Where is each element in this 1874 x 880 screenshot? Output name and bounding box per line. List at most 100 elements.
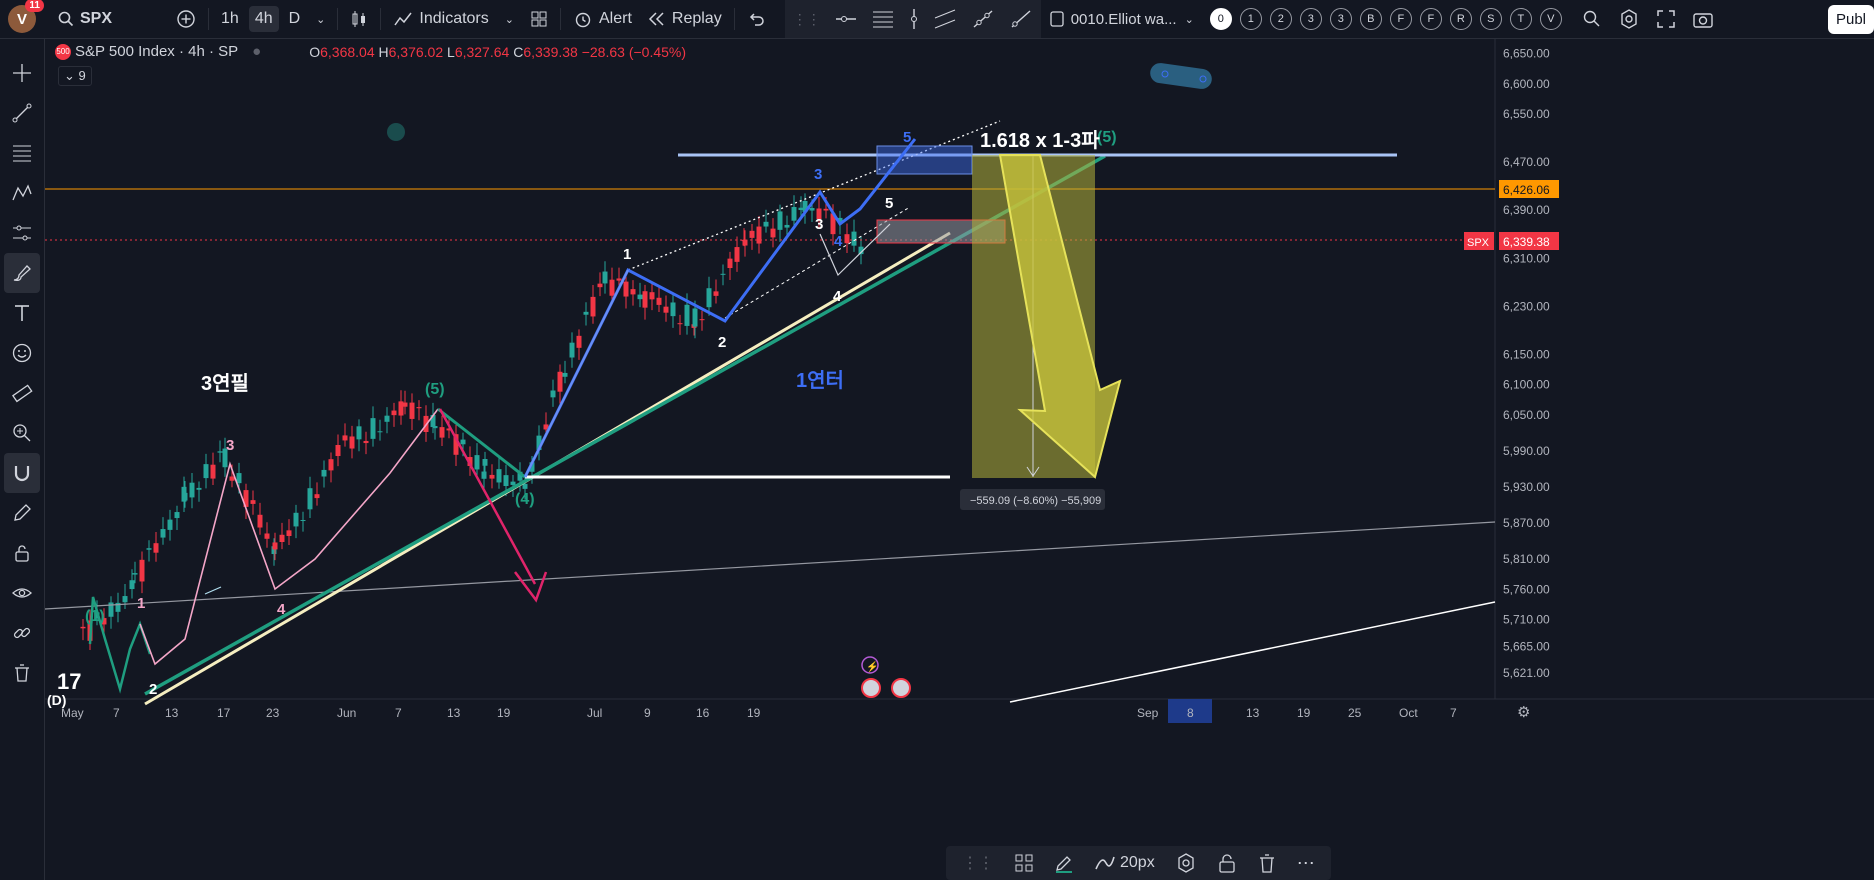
template-grid-icon[interactable] bbox=[1014, 853, 1034, 873]
wave-button-2[interactable]: 2 bbox=[1269, 8, 1292, 30]
wave-label-4-paren: (4) bbox=[515, 491, 535, 508]
symbol-search[interactable]: SPX bbox=[50, 0, 120, 38]
time-tick-label: 16 bbox=[696, 706, 710, 720]
undo-button[interactable] bbox=[739, 0, 773, 38]
candle-body bbox=[770, 228, 776, 238]
wave-button-11[interactable]: V bbox=[1539, 8, 1562, 30]
emoji-tool[interactable] bbox=[0, 333, 44, 373]
link-tool[interactable] bbox=[0, 613, 44, 653]
drag-handle-icon[interactable]: ⋮⋮ bbox=[792, 10, 821, 27]
brush-tool[interactable] bbox=[4, 253, 40, 293]
magnet-tool[interactable] bbox=[4, 453, 40, 493]
candle-body bbox=[370, 418, 376, 439]
candle-body bbox=[720, 273, 726, 275]
us-flag-event-icon[interactable] bbox=[861, 678, 881, 698]
zoom-button[interactable] bbox=[1574, 0, 1610, 38]
trend-line-icon[interactable] bbox=[971, 8, 995, 30]
wave-button-7[interactable]: F bbox=[1419, 8, 1442, 30]
wave-button-10[interactable]: T bbox=[1509, 8, 1532, 30]
parallel-channel-icon[interactable] bbox=[933, 8, 957, 30]
wave-button-1[interactable]: 1 bbox=[1239, 8, 1262, 30]
price-axis-bg bbox=[1495, 39, 1874, 880]
wave-button-4[interactable]: 3 bbox=[1329, 8, 1352, 30]
open-label: O bbox=[309, 43, 321, 60]
chart-type-button[interactable] bbox=[342, 0, 376, 38]
timeframe-dropdown[interactable]: ⌄ bbox=[308, 0, 333, 38]
wave-pink bbox=[139, 408, 439, 666]
user-avatar[interactable]: V 11 bbox=[8, 0, 44, 33]
candle-body bbox=[153, 543, 159, 553]
teal-support-line bbox=[144, 154, 1106, 696]
trend-line-tool[interactable] bbox=[0, 93, 44, 133]
eye-icon bbox=[12, 588, 32, 598]
candle-body bbox=[809, 208, 815, 211]
snapshot-button[interactable] bbox=[1684, 0, 1722, 38]
fib-tool[interactable] bbox=[0, 133, 44, 173]
wave-button-5[interactable]: B bbox=[1359, 8, 1382, 30]
price-label-orange bbox=[1499, 180, 1559, 198]
legend-collapse-button[interactable]: ⌄ 9 bbox=[58, 66, 92, 86]
fib-retracement-icon[interactable] bbox=[871, 8, 895, 30]
settings-button[interactable] bbox=[1610, 0, 1648, 38]
candle-body bbox=[609, 279, 615, 296]
settings-icon[interactable] bbox=[1175, 852, 1197, 874]
text-tool[interactable] bbox=[0, 293, 44, 333]
candle-body bbox=[363, 440, 369, 444]
wave-button-9[interactable]: S bbox=[1479, 8, 1502, 30]
layouts-button[interactable] bbox=[522, 0, 556, 38]
candle-body bbox=[562, 372, 568, 377]
timeframe-d[interactable]: D bbox=[281, 0, 309, 38]
vertical-line-icon[interactable] bbox=[909, 8, 919, 30]
line-width-selector[interactable]: 20px bbox=[1094, 853, 1155, 873]
brush-icon bbox=[13, 265, 31, 282]
trash-icon[interactable] bbox=[1257, 852, 1277, 874]
trash-icon bbox=[15, 664, 29, 682]
crosshair-tool[interactable] bbox=[0, 53, 44, 93]
horizontal-ray-icon[interactable] bbox=[835, 11, 857, 27]
candle-body bbox=[663, 306, 669, 313]
replay-button[interactable]: Replay bbox=[640, 0, 730, 38]
drag-handle-icon[interactable]: ⋮⋮ bbox=[962, 855, 994, 872]
wave-button-0[interactable]: 0 bbox=[1209, 8, 1232, 30]
indicators-label: Indicators bbox=[419, 10, 489, 27]
line-color-icon[interactable] bbox=[1054, 853, 1074, 873]
measure-tool[interactable] bbox=[0, 373, 44, 413]
lightning-event-icon[interactable] bbox=[861, 656, 879, 674]
candle-body bbox=[517, 471, 523, 481]
visibility-tool[interactable] bbox=[0, 573, 44, 613]
indicators-button[interactable]: Indicators bbox=[385, 0, 496, 38]
timeframe-1h[interactable]: 1h bbox=[213, 0, 247, 38]
ray-icon[interactable] bbox=[1009, 8, 1033, 30]
timeframe-4h[interactable]: 4h bbox=[247, 0, 281, 38]
fullscreen-button[interactable] bbox=[1648, 0, 1684, 38]
drawing-mode-tool[interactable] bbox=[0, 493, 44, 533]
us-flag-event-icon-2[interactable] bbox=[891, 678, 911, 698]
candle-body bbox=[543, 424, 549, 430]
lock-tool[interactable] bbox=[0, 533, 44, 573]
wave-teal-4 bbox=[437, 407, 526, 479]
pattern-tool[interactable] bbox=[0, 173, 44, 213]
wave-button-6[interactable]: F bbox=[1389, 8, 1412, 30]
alert-button[interactable]: Alert bbox=[565, 0, 640, 38]
settings-dot-icon[interactable]: ● bbox=[252, 43, 262, 60]
indicators-dropdown[interactable]: ⌄ bbox=[497, 0, 522, 38]
template-button[interactable]: 0010.Elliot wa... ⌄ bbox=[1041, 0, 1202, 38]
more-icon[interactable]: ⋯ bbox=[1296, 852, 1315, 873]
wave-button-3[interactable]: 3 bbox=[1299, 8, 1322, 30]
publish-button[interactable]: Publ bbox=[1827, 5, 1874, 34]
time-tick-label: May bbox=[61, 706, 84, 720]
candle-body bbox=[108, 602, 114, 617]
price-tick-label: 5,870.00 bbox=[1503, 516, 1550, 530]
forecast-tool[interactable] bbox=[0, 213, 44, 253]
delete-tool[interactable] bbox=[0, 653, 44, 693]
zoom-in-tool[interactable] bbox=[0, 413, 44, 453]
wave-button-8[interactable]: R bbox=[1449, 8, 1472, 30]
time-tick-highlight bbox=[1168, 699, 1212, 723]
symbol-title[interactable]: S&P 500 Index · 4h · SP bbox=[75, 43, 239, 60]
candle-body bbox=[489, 474, 495, 479]
candle-body bbox=[844, 234, 850, 244]
compare-button[interactable] bbox=[168, 0, 204, 38]
lock-icon[interactable] bbox=[1217, 852, 1237, 874]
candle-body bbox=[167, 519, 173, 530]
price-chart[interactable]: 6,650.00 6,600.00 6,550.00 6,470.00 6,390.00… bbox=[45, 39, 1874, 880]
